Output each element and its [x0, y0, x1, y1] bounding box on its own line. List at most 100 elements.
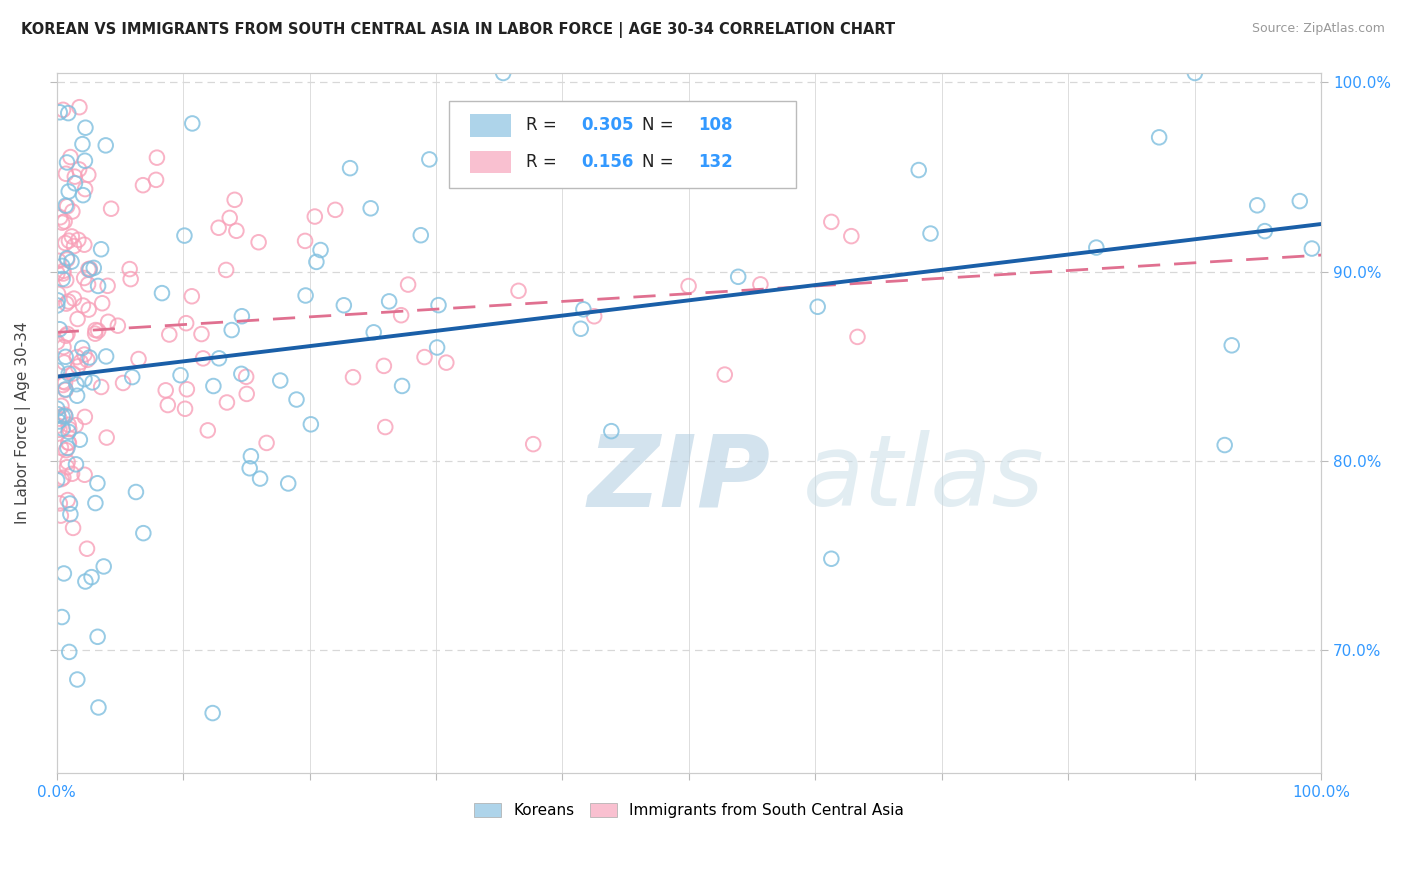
Point: [1301, 242, 1323, 256]
Point: [46, 286, 69, 301]
Point: [58, 106, 80, 120]
Point: [807, 300, 830, 314]
Point: [48, 423, 70, 437]
Text: R =: R =: [526, 153, 562, 171]
Point: [46, 407, 69, 421]
Point: [363, 326, 385, 340]
Point: [51, 259, 73, 273]
Point: [58, 234, 80, 248]
Point: [55, 350, 77, 364]
Point: [374, 420, 396, 434]
Point: [51, 216, 73, 230]
Point: [1085, 241, 1108, 255]
Legend: Koreans, Immigrants from South Central Asia: Koreans, Immigrants from South Central A…: [467, 797, 911, 824]
Point: [67, 233, 90, 247]
Point: [157, 327, 180, 342]
Point: [65, 458, 87, 472]
Point: [49, 508, 72, 523]
Point: [174, 401, 197, 416]
Point: [360, 202, 382, 216]
Point: [820, 215, 842, 229]
Point: [79, 262, 101, 277]
Point: [1246, 198, 1268, 212]
Point: [46, 298, 69, 312]
Point: [218, 211, 240, 225]
Point: [58, 435, 80, 450]
Point: [58, 185, 80, 199]
Point: [169, 368, 191, 383]
Point: [67, 359, 90, 374]
Point: [600, 424, 623, 438]
Point: [73, 153, 96, 168]
Point: [93, 559, 115, 574]
Point: [51, 610, 73, 624]
Point: [391, 379, 413, 393]
Point: [55, 199, 77, 213]
Point: [55, 296, 77, 310]
Point: [225, 224, 247, 238]
Point: [235, 369, 257, 384]
Point: [56, 155, 79, 169]
Point: [86, 476, 108, 491]
Point: [907, 163, 929, 178]
Point: [231, 310, 253, 324]
Point: [49, 211, 72, 225]
Point: [112, 376, 135, 390]
Point: [146, 151, 169, 165]
Point: [569, 322, 592, 336]
Point: [180, 289, 202, 303]
Point: [96, 431, 118, 445]
Point: [90, 380, 112, 394]
Point: [389, 308, 412, 322]
Point: [84, 323, 107, 337]
Point: [342, 370, 364, 384]
Point: [65, 377, 87, 392]
Text: atlas: atlas: [803, 430, 1045, 527]
Point: [46, 363, 69, 377]
Point: [427, 298, 450, 312]
Point: [434, 356, 457, 370]
Point: [72, 137, 94, 152]
Bar: [470, 151, 510, 173]
Point: [73, 372, 96, 386]
Point: [46, 418, 69, 433]
Point: [49, 496, 72, 510]
Point: [839, 229, 862, 244]
Text: 0.156: 0.156: [582, 153, 634, 171]
Point: [83, 260, 105, 275]
Point: [294, 288, 316, 302]
Point: [52, 375, 75, 389]
Point: [94, 350, 117, 364]
Point: [52, 264, 75, 278]
Text: KOREAN VS IMMIGRANTS FROM SOUTH CENTRAL ASIA IN LABOR FORCE | AGE 30-34 CORRELAT: KOREAN VS IMMIGRANTS FROM SOUTH CENTRAL …: [21, 22, 896, 38]
Point: [202, 379, 225, 393]
Point: [60, 467, 83, 481]
Point: [1288, 194, 1310, 208]
Point: [100, 202, 122, 216]
Point: [1147, 130, 1170, 145]
Point: [583, 310, 606, 324]
Point: [53, 214, 76, 228]
Point: [46, 267, 69, 281]
Point: [46, 293, 69, 308]
Point: [155, 384, 177, 398]
Point: [176, 382, 198, 396]
Point: [46, 473, 69, 487]
Point: [69, 355, 91, 369]
Point: [659, 174, 682, 188]
Point: [373, 359, 395, 373]
Point: [56, 455, 79, 469]
Point: [55, 167, 77, 181]
Point: [72, 188, 94, 202]
Point: [65, 418, 87, 433]
Point: [678, 279, 700, 293]
Point: [73, 271, 96, 285]
Point: [52, 267, 75, 281]
Point: [52, 409, 75, 424]
Point: [77, 302, 100, 317]
Point: [52, 566, 75, 581]
Point: [256, 436, 278, 450]
Point: [269, 374, 291, 388]
Point: [82, 376, 104, 390]
Point: [59, 507, 82, 521]
